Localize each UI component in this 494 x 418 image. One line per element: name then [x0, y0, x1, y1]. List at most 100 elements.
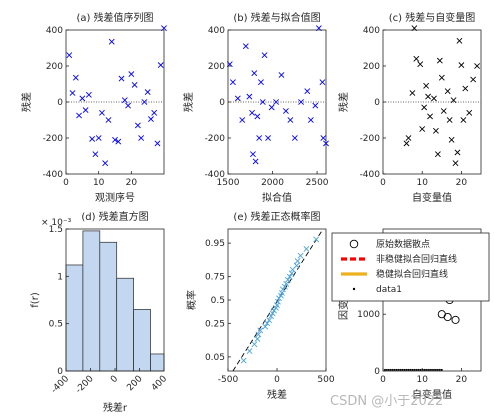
axes-background [383, 30, 481, 174]
y-tick-label: -400 [360, 170, 381, 180]
legend-swatch [352, 287, 356, 291]
data-point [423, 82, 430, 89]
data1-point [405, 368, 408, 371]
x-tick-label: 500 [317, 375, 334, 385]
data1-point [423, 368, 426, 371]
data-point [283, 280, 290, 287]
data-point [85, 91, 92, 98]
x-tick-label: 20 [126, 178, 138, 188]
data1-point [387, 368, 390, 371]
x-tick-label: 2500 [306, 178, 329, 188]
legend-label: data1 [376, 285, 402, 295]
data-point [278, 72, 285, 78]
x-tick-label: -200 [74, 374, 96, 396]
histogram-bar [133, 309, 151, 372]
data1-point [434, 368, 437, 371]
histogram-bar [99, 241, 118, 372]
y-tick-label: 200 [208, 62, 225, 72]
data-point [121, 97, 128, 104]
data-point [262, 323, 269, 330]
data-point [128, 71, 135, 78]
chart-title: (d) 残差直方图 [81, 210, 148, 223]
y-tick-label: 0 [57, 98, 63, 108]
chart-title: (b) 残差与拟合值图 [233, 11, 320, 24]
data-point [450, 97, 457, 104]
data-point [76, 112, 82, 119]
y-axis-label: 残差 [337, 92, 350, 112]
data-point [69, 90, 76, 96]
chart-title: (a) 残差值序列图 [76, 11, 153, 24]
data-point [259, 99, 266, 105]
data-point [271, 307, 277, 314]
data-point [409, 90, 416, 96]
data-point [448, 136, 455, 143]
data-point [234, 95, 241, 102]
data-point [144, 89, 151, 96]
axes-background [228, 30, 326, 174]
histogram-bar [150, 353, 165, 372]
data1-point [411, 368, 414, 371]
data-point [458, 62, 465, 69]
data-point [320, 135, 327, 141]
data-point [118, 75, 125, 82]
data-point [99, 109, 105, 116]
y-axis-label: 残差 [182, 92, 195, 112]
y-tick-label: 0 [57, 367, 63, 377]
data-point [405, 135, 412, 141]
data-point [286, 273, 293, 280]
legend-swatch [349, 239, 359, 249]
data-point [466, 109, 473, 116]
x-tick-label: 0 [380, 178, 386, 188]
data1-point [401, 368, 404, 371]
data1-point [425, 368, 428, 371]
data-point [240, 357, 247, 364]
data-point [452, 160, 459, 167]
data-point [281, 283, 288, 290]
data-point [436, 57, 443, 64]
data1-point [436, 368, 439, 371]
data-point [403, 140, 410, 147]
y-tick-label: -200 [360, 134, 381, 144]
data1-point [417, 368, 420, 371]
data-point [438, 74, 445, 81]
data-point [151, 109, 158, 116]
data-point [249, 109, 255, 116]
data-point [446, 117, 453, 123]
data1-point [409, 368, 412, 371]
data-point [229, 79, 236, 86]
data-point [242, 43, 249, 50]
data-point [79, 95, 86, 102]
data-point [89, 135, 96, 142]
data-point [251, 341, 258, 348]
data-point [304, 88, 311, 95]
x-tick-label: 20 [456, 178, 468, 188]
y-tick-label: 200 [363, 62, 380, 72]
data1-point [397, 368, 400, 371]
data-point [258, 79, 264, 86]
x-tick-label: 200 [125, 374, 144, 393]
y-tick-label: 400 [208, 26, 225, 36]
legend-label: 原始数据散点 [376, 238, 430, 250]
data-point [444, 88, 451, 95]
data-point [148, 116, 154, 123]
data-point [154, 140, 161, 147]
legend-label: 非稳健拟合回归直线 [376, 253, 457, 265]
data1-point [403, 368, 406, 371]
data-point [298, 99, 304, 105]
data-point [417, 61, 424, 68]
y-tick-label: -200 [205, 134, 226, 144]
y-tick-label: 0 [374, 98, 380, 108]
data1-point [391, 368, 394, 371]
x-tick-label: 0 [380, 375, 386, 385]
data-point [105, 117, 112, 123]
data-point [138, 135, 145, 141]
data-point [291, 135, 298, 141]
data-point [284, 276, 291, 283]
data-point [125, 102, 131, 109]
data-point [470, 76, 477, 83]
x-tick-label: 0 [274, 375, 280, 385]
raw-data-point [443, 312, 452, 322]
data1-point [429, 368, 432, 371]
